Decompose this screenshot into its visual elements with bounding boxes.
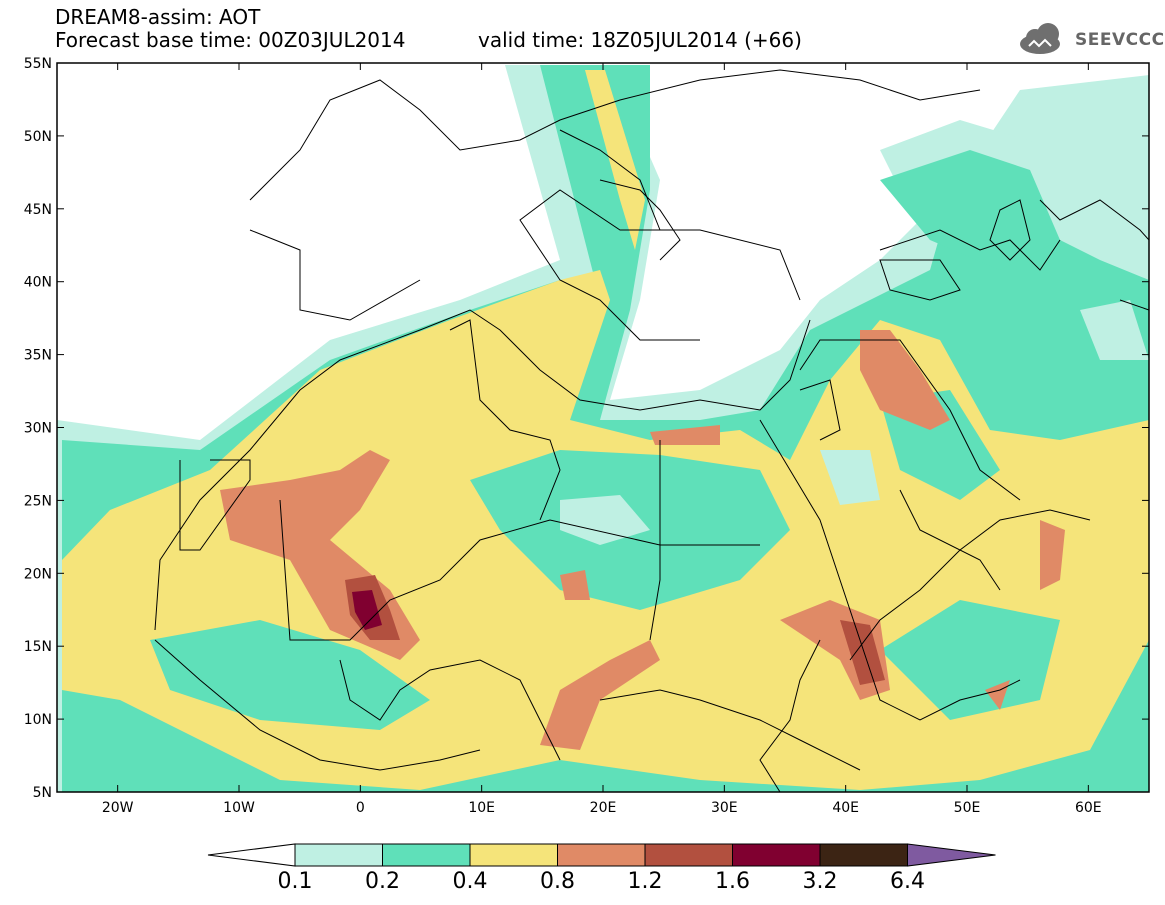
colorbar-swatch xyxy=(732,843,821,867)
colorbar-swatch xyxy=(469,843,558,867)
colorbar-level-label: 1.2 xyxy=(627,869,663,894)
aot-region-0.8c xyxy=(540,640,660,750)
lat-tick-label: 30N xyxy=(24,421,52,437)
colorbar-swatch xyxy=(382,843,471,867)
coastlines xyxy=(154,69,1149,792)
forecast-base-time: Forecast base time: 00Z03JUL2014 xyxy=(55,28,406,52)
latitude-axis: 5N 10N 15N 20N 25N 30N 35N 40N 45N 50N 55N xyxy=(24,56,1149,801)
lat-tick-label: 15N xyxy=(24,639,52,655)
map-title: DREAM8-assim: AOT xyxy=(55,5,261,29)
lat-tick-label: 20N xyxy=(24,566,52,582)
lat-tick-label: 35N xyxy=(24,348,52,364)
aot-region-0.4-strip xyxy=(585,70,645,250)
colorbar-swatch xyxy=(819,843,908,867)
colorbar-level-label: 0.2 xyxy=(365,869,400,894)
lat-tick-label: 40N xyxy=(24,275,52,291)
lat-tick-label: 10N xyxy=(24,712,52,728)
colorbar-level-label: 3.2 xyxy=(802,869,838,894)
aot-field xyxy=(57,65,1149,792)
aot-patch-light-2 xyxy=(820,450,880,505)
colorbar-level-label: 6.4 xyxy=(890,869,925,894)
colorbar-level-label: 0.1 xyxy=(277,869,313,894)
aot-region-0.8h xyxy=(650,425,720,445)
colorbar-over-arrow xyxy=(907,843,996,867)
colorbar xyxy=(207,843,996,867)
lon-tick-label: 30E xyxy=(711,800,738,816)
lon-tick-label: 10W xyxy=(223,800,255,816)
colorbar-level-label: 1.6 xyxy=(715,869,750,894)
colorbar-swatch xyxy=(557,843,646,867)
lon-tick-label: 20E xyxy=(590,800,617,816)
lat-tick-label: 45N xyxy=(24,202,52,218)
aot-region-0.8f xyxy=(560,570,590,600)
colorbar-level-label: 0.8 xyxy=(540,869,575,894)
colorbar-level-label: 0.4 xyxy=(452,869,488,894)
lon-tick-label: 20W xyxy=(102,800,134,816)
aot-region-1.6 xyxy=(352,590,382,630)
aot-region-0.8g xyxy=(985,680,1010,710)
aot-patch-light-3 xyxy=(1080,300,1149,360)
colorbar-swatch xyxy=(294,843,383,867)
colorbar-swatch xyxy=(644,843,733,867)
lon-tick-label: 40E xyxy=(832,800,859,816)
lon-tick-label: 10E xyxy=(468,800,495,816)
lon-tick-label: 60E xyxy=(1075,800,1102,816)
aot-patch-green-3 xyxy=(880,600,1060,720)
aot-region-0.8e xyxy=(1040,520,1065,590)
longitude-axis: 20W 10W 0 10E 20E 30E 40E 50E 60E xyxy=(102,63,1102,816)
aot-region-0.8b xyxy=(860,330,950,430)
lat-tick-label: 5N xyxy=(33,785,52,801)
lon-tick-label: 0 xyxy=(356,800,365,816)
lon-tick-label: 50E xyxy=(954,800,981,816)
valid-time: valid time: 18Z05JUL2014 (+66) xyxy=(478,28,802,52)
aot-patch-light-1 xyxy=(560,495,650,545)
lat-tick-label: 50N xyxy=(24,129,52,145)
aot-region-0.2b xyxy=(880,150,1060,270)
lat-tick-label: 55N xyxy=(24,56,52,72)
logo-text: SEEVCCC xyxy=(1075,30,1165,50)
aot-patch-green-2 xyxy=(150,620,430,730)
aot-region-1.2b xyxy=(840,620,885,685)
lat-tick-label: 25N xyxy=(24,493,52,509)
colorbar-under-arrow xyxy=(207,843,296,867)
cloud-icon xyxy=(1020,23,1060,54)
